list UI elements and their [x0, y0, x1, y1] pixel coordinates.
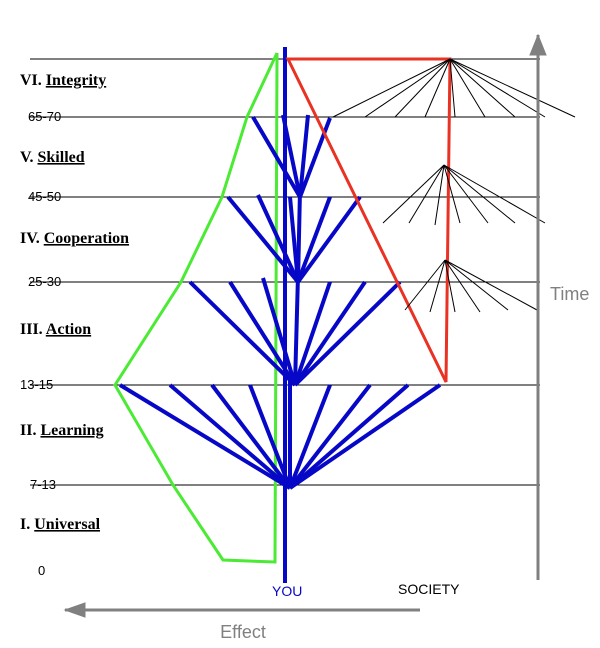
stage-label: V. Skilled [20, 149, 85, 166]
you-label: YOU [272, 583, 302, 599]
age-label: 65-70 [28, 109, 61, 124]
age-label: 13-15 [20, 377, 53, 392]
age-label: 0 [38, 563, 45, 578]
age-label: 7-13 [30, 477, 56, 492]
stage-label: III. Action [20, 321, 91, 338]
society-label: SOCIETY [398, 581, 460, 597]
stage-label: VI. Integrity [20, 72, 106, 89]
stage-label: I. Universal [20, 516, 101, 533]
effect-axis-label: Effect [220, 622, 266, 642]
age-label: 45-50 [28, 189, 61, 204]
stage-label: II. Learning [20, 422, 104, 439]
age-label: 25-30 [28, 274, 61, 289]
stage-label: IV. Cooperation [20, 230, 129, 247]
time-axis-label: Time [550, 284, 589, 304]
stages-diagram: VI. Integrity 65-70 V. Skilled 45-50 IV. Coo… [0, 0, 600, 648]
blue-ray [298, 190, 300, 282]
